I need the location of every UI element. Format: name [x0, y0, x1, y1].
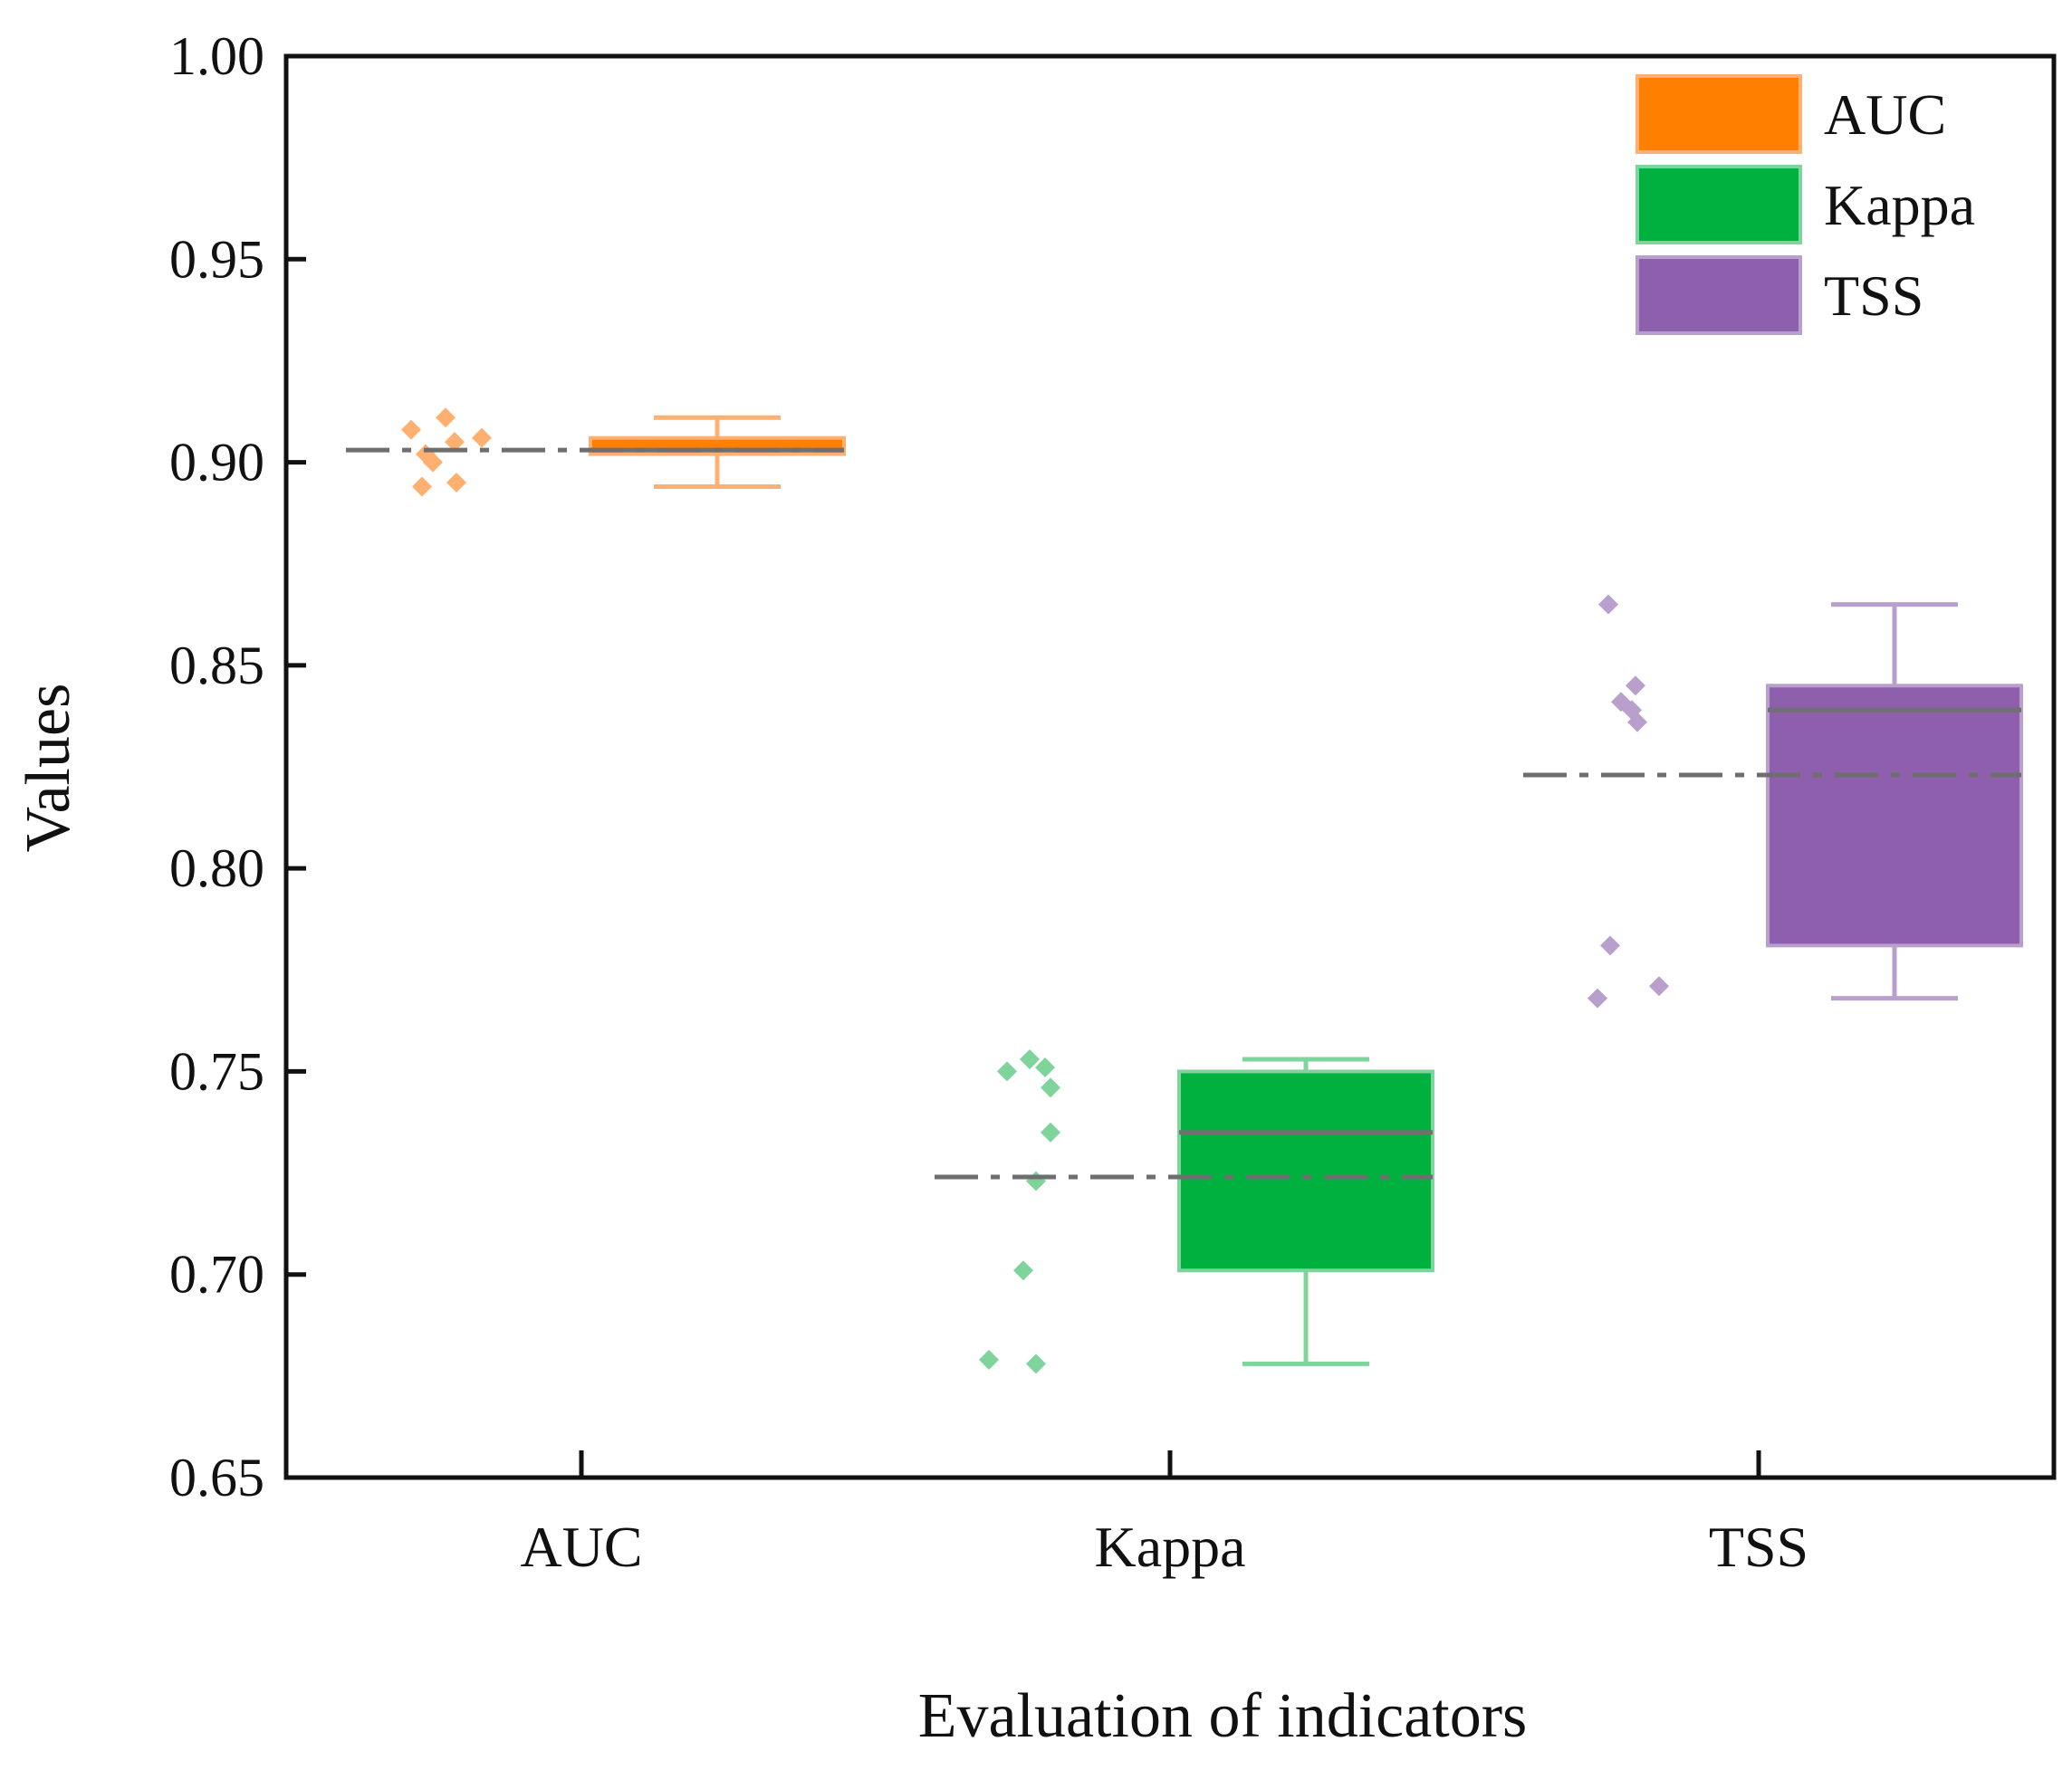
- legend-swatch-auc: [1636, 74, 1802, 154]
- legend-swatch-tss: [1636, 255, 1802, 335]
- data-point: [1020, 1048, 1040, 1069]
- y-tick-label: 1.00: [169, 26, 264, 86]
- x-tick-label: AUC: [520, 1515, 642, 1579]
- box-tss: [1766, 684, 2023, 948]
- y-tick-label: 0.75: [169, 1041, 264, 1101]
- data-point: [1013, 1260, 1033, 1281]
- data-point: [436, 407, 456, 428]
- box-kappa: [1177, 1069, 1434, 1273]
- data-point: [1041, 1122, 1060, 1143]
- data-point: [1626, 675, 1645, 696]
- data-point: [423, 452, 443, 473]
- x-axis-title: Evaluation of indicators: [918, 1681, 1528, 1751]
- x-tick-label: Kappa: [1094, 1515, 1245, 1579]
- data-point: [472, 427, 492, 448]
- data-point: [997, 1061, 1017, 1082]
- y-tick-label: 0.95: [169, 229, 264, 289]
- data-point: [1026, 1354, 1046, 1374]
- data-point: [1041, 1077, 1060, 1098]
- x-tick-label: TSS: [1709, 1515, 1808, 1579]
- y-axis-title: Values: [14, 684, 83, 853]
- data-point: [1026, 1171, 1046, 1191]
- data-point: [401, 419, 421, 440]
- data-point: [1627, 712, 1647, 732]
- data-point: [445, 432, 465, 453]
- y-tick-label: 0.65: [169, 1448, 264, 1507]
- legend-label: AUC: [1824, 82, 1946, 147]
- legend-label: TSS: [1824, 263, 1923, 328]
- data-point: [1649, 976, 1669, 997]
- data-point: [412, 476, 432, 497]
- data-point: [1600, 935, 1620, 956]
- y-tick-label: 0.70: [169, 1245, 264, 1305]
- data-point: [1035, 1057, 1055, 1077]
- y-tick-label: 0.90: [169, 433, 264, 493]
- data-point: [1588, 988, 1607, 1009]
- data-point: [979, 1349, 999, 1370]
- data-point: [1598, 594, 1618, 615]
- legend-swatch-kappa: [1636, 165, 1802, 244]
- data-point: [446, 473, 466, 493]
- y-tick-label: 0.85: [169, 636, 264, 695]
- legend-label: Kappa: [1824, 173, 1975, 237]
- y-tick-label: 0.80: [169, 838, 264, 898]
